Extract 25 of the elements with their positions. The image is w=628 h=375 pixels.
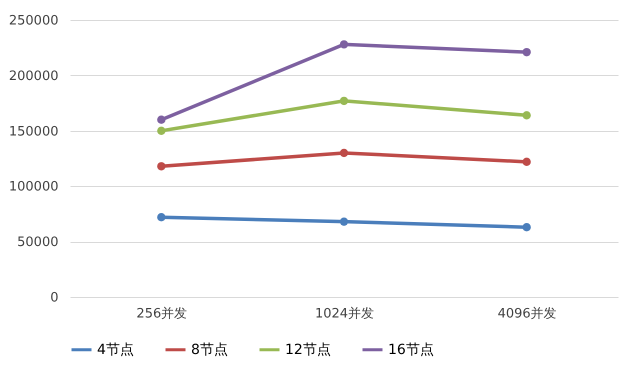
point [522,111,531,120]
legend-label: 8节点 [191,342,228,358]
y-tick-label: 200000 [8,68,58,84]
point [340,217,348,226]
x-tick-label: 1024并发 [314,306,374,322]
point [157,116,166,124]
legend-label: 4节点 [97,342,134,358]
x-tick-label: 4096并发 [498,306,557,322]
x-tick-label: 256并发 [136,306,188,322]
y-tick-label: 50000 [17,235,58,250]
y-tick-label: 100000 [8,180,58,195]
legend-label: 12节点 [285,342,331,358]
point [157,162,166,170]
point [340,96,348,106]
y-tick-label: 150000 [8,124,58,140]
y-tick-label: 250000 [8,14,58,28]
point [340,148,348,158]
point [522,48,531,56]
point [522,158,531,166]
y-tick-label: 0 [50,290,58,306]
point [157,126,166,135]
point [157,213,166,222]
legend-label: 16节点 [388,342,434,358]
point [340,40,348,49]
point [522,223,531,232]
